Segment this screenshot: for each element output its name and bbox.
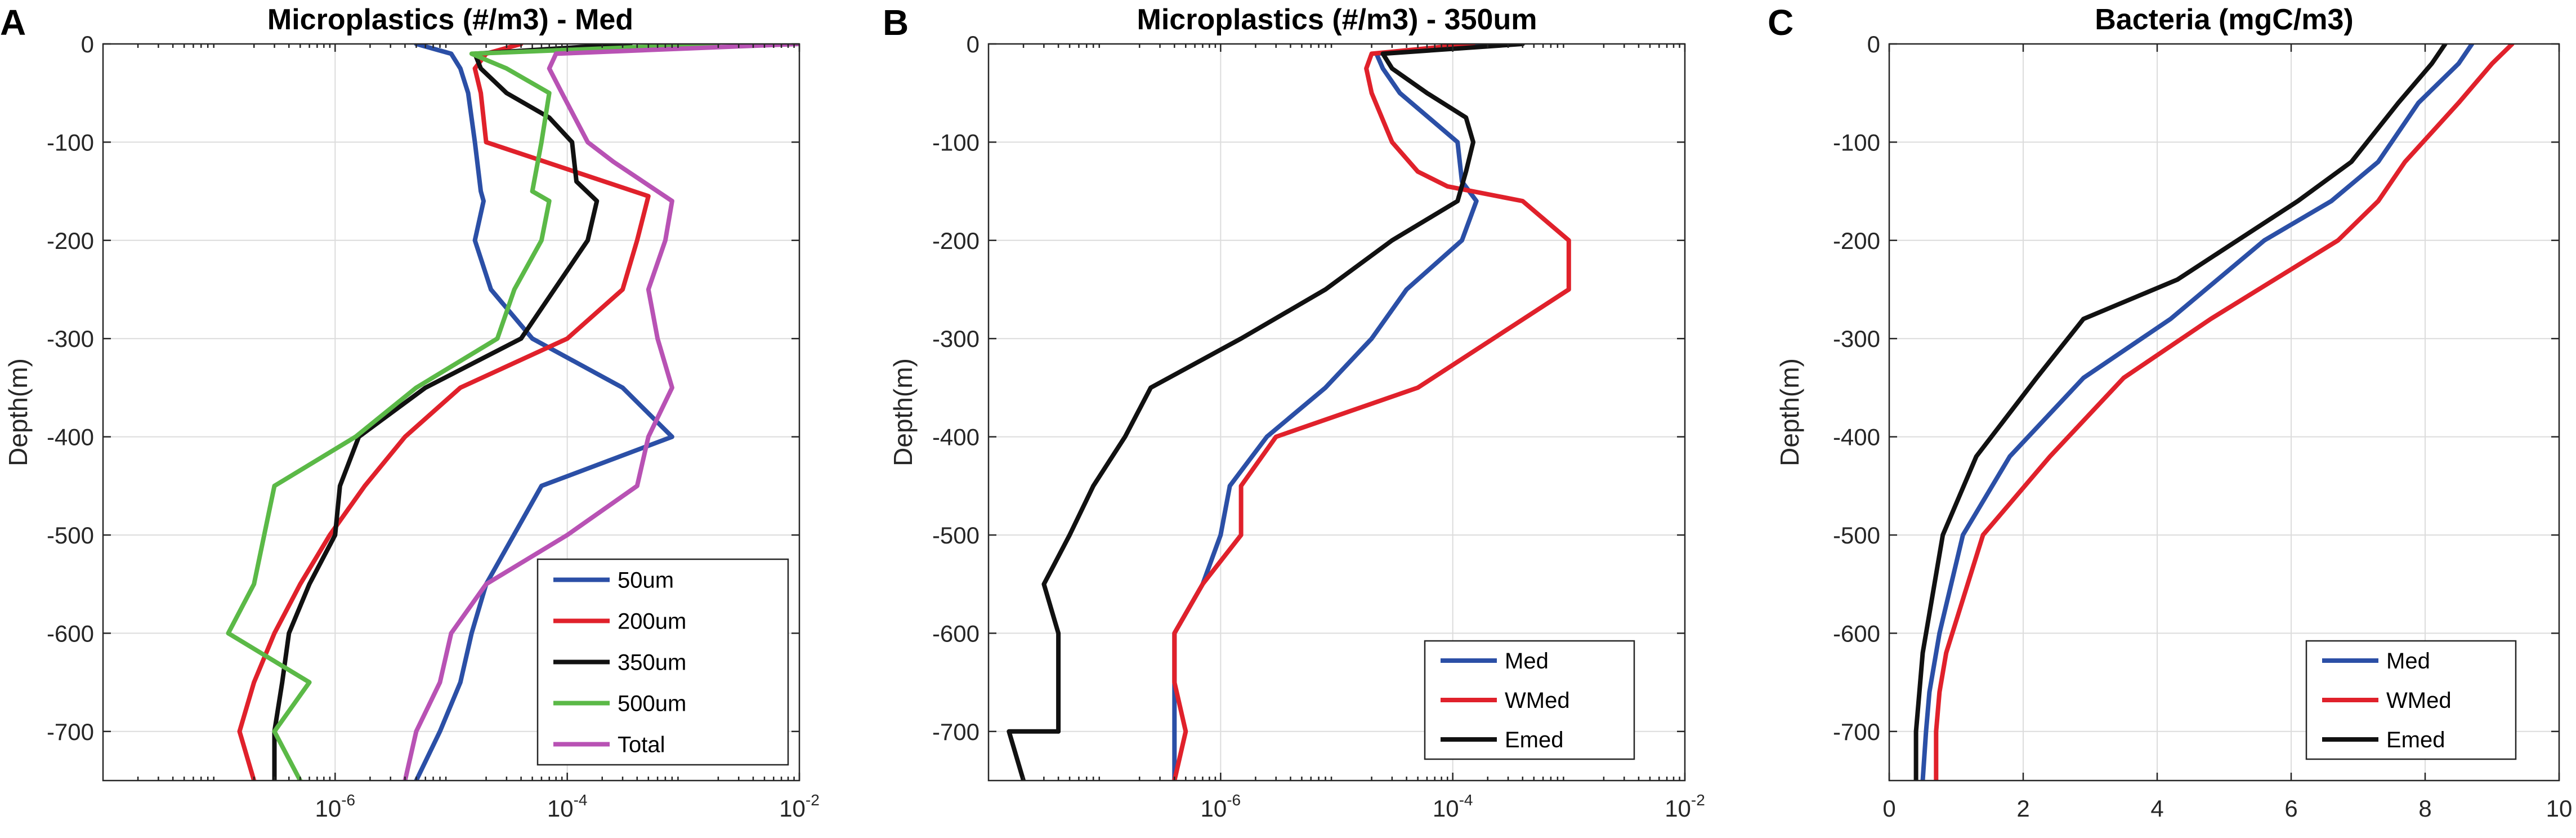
series-line-emed [1913,44,2448,781]
y-tick-label: -500 [1833,522,1880,549]
panel-title: Bacteria (mgC/m3) [2095,3,2353,36]
x-tick-label: 10-2 [779,791,820,822]
legend-label: 200um [618,609,686,634]
x-tick-label: 8 [2418,795,2431,822]
series-group [1913,44,2515,781]
y-tick-label: -700 [47,719,94,745]
y-tick-label: 0 [1867,31,1880,57]
series-line-total [402,44,799,781]
series-line-500um [226,44,721,781]
legend: 50um 200um 350um 500um Total [536,558,789,766]
series-line-wmed [1934,44,2515,781]
y-tick-label: -300 [47,326,94,352]
panel-title: Microplastics (#/m3) - Med [267,3,633,36]
series-line-emed-tail [1007,729,1061,781]
series-group [226,44,799,781]
x-tick-label: 0 [1882,795,1895,822]
panel-a: 0 -100 -200 -300 -400 -500 -600 -700 10-6 10-4 10-… [0,2,820,822]
y-tick-label: -300 [932,326,980,352]
series-line-med [1920,44,2475,781]
panel-letter: A [0,2,26,43]
series-line-350um [272,44,633,781]
legend-label: Emed [1505,728,1564,752]
axes-frame [102,43,800,782]
series-group [1007,44,1571,781]
y-tick-label: -200 [932,228,980,254]
y-tick-label: -500 [47,522,94,549]
y-tick-label: -500 [932,522,980,549]
y-axis-label: Depth(m) [3,358,33,466]
legend-label: WMed [1505,688,1570,713]
x-tick-label: 10-4 [547,791,588,822]
x-tick-label: 2 [2016,795,2029,822]
y-tick-label: -400 [932,424,980,451]
series-line-emed [1041,44,1525,734]
panel-letter: B [883,2,909,43]
series-line-wmed [1172,44,1571,781]
legend-label: Med [1505,649,1549,674]
y-tick-label: -100 [932,129,980,155]
legend: Med WMed Emed [2305,640,2517,760]
x-tick-label: 10 [2546,795,2573,822]
y-tick-label: -700 [1833,719,1880,745]
x-tick-label: 10-6 [315,791,356,822]
legend-label: WMed [2386,688,2452,713]
axes-frame [1888,43,2560,782]
y-tick-label: -200 [1833,228,1880,254]
y-tick-label: -600 [1833,620,1880,647]
series-line-200um [237,44,651,781]
x-tick-label: 10-6 [1201,791,1241,822]
y-tick-label: -400 [47,424,94,451]
x-tick-label: 10-2 [1665,791,1705,822]
y-tick-label: -100 [47,129,94,155]
panel-b: 0 -100 -200 -300 -400 -500 -600 -700 10-6 10-4 10-… [883,2,1705,822]
panel-title: Microplastics (#/m3) - 350um [1137,3,1537,36]
y-tick-label: -600 [47,620,94,647]
x-tick-label: 6 [2284,795,2297,822]
series-line-50um [414,44,674,781]
y-tick-label: 0 [967,31,980,57]
legend-label: 500um [618,692,686,716]
y-tick-label: -600 [932,620,980,647]
y-tick-label: -100 [1833,129,1880,155]
legend: Med WMed Emed [1424,640,1635,760]
legend-label: Total [618,733,665,757]
y-axis-label: Depth(m) [1775,358,1804,466]
panel-letter: C [1768,2,1794,43]
legend-label: 350um [618,650,686,675]
legend-label: Emed [2386,728,2445,752]
y-tick-label: 0 [81,31,94,57]
x-tick-label: 10-4 [1433,791,1473,822]
panel-c: 0 -100 -200 -300 -400 -500 -600 -700 0 2 4 6 8 10 Bact… [1768,2,2572,822]
y-tick-label: -700 [932,719,980,745]
y-tick-label: -300 [1833,326,1880,352]
axes-frame [987,43,1686,782]
legend-label: 50um [618,568,674,593]
y-tick-label: -400 [1833,424,1880,451]
legend-label: Med [2386,649,2430,674]
x-tick-label: 4 [2150,795,2163,822]
y-axis-label: Depth(m) [888,358,918,466]
y-tick-label: -200 [47,228,94,254]
